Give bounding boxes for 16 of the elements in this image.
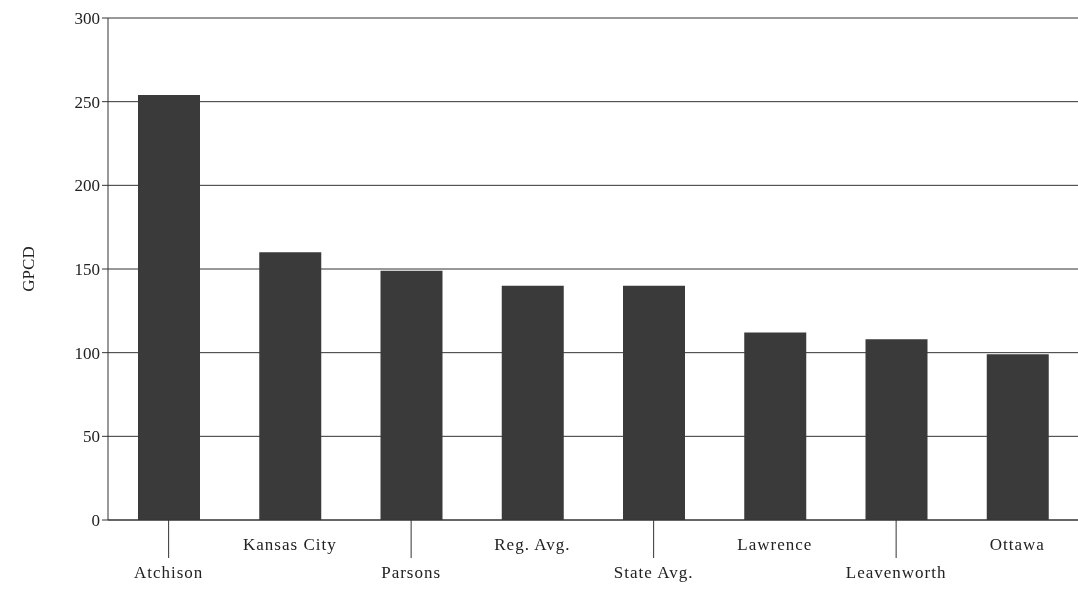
y-axis-title: GPCD <box>19 246 39 292</box>
x-tick-label: Reg. Avg. <box>494 535 571 554</box>
y-tick-label: 250 <box>74 92 100 112</box>
x-tick-label: Ottawa <box>989 535 1045 554</box>
y-tick-label: 0 <box>91 511 100 531</box>
y-tick-label: 200 <box>74 176 100 196</box>
y-tick-label: 150 <box>74 260 100 280</box>
x-tick-label: Kansas City <box>243 535 337 554</box>
y-tick-label: 50 <box>83 427 100 447</box>
y-tick-label: 300 <box>74 9 100 29</box>
x-tick-label: Leavenworth <box>845 563 947 582</box>
y-tick-label: 100 <box>74 343 100 363</box>
x-tick-label: Lawrence <box>737 535 813 554</box>
x-tick-label: State Avg. <box>613 563 694 582</box>
x-tick-label: Atchison <box>133 563 204 582</box>
x-tick-label: Parsons <box>381 563 442 582</box>
